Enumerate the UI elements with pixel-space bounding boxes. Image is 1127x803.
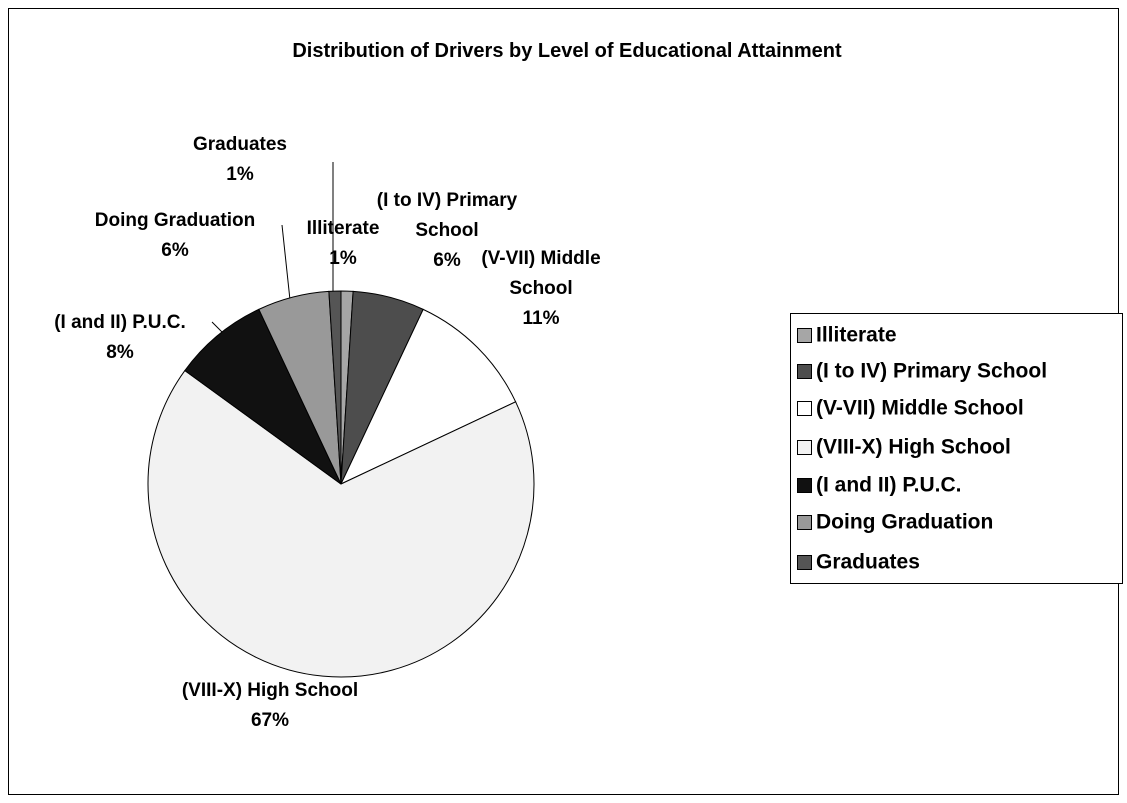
legend-label: Doing Graduation [816, 511, 993, 534]
data-label: (I and II) P.U.C. 8% [20, 308, 220, 368]
data-label-value: 1% [329, 248, 357, 269]
legend-swatch [797, 401, 812, 416]
legend-swatch [797, 440, 812, 455]
data-label-category: Graduates [193, 134, 287, 155]
legend-box [790, 313, 1123, 584]
legend-swatch [797, 364, 812, 379]
data-label-value: 8% [106, 342, 134, 363]
legend-swatch [797, 555, 812, 570]
data-label: Graduates 1% [170, 130, 310, 190]
legend-swatch [797, 515, 812, 530]
legend-label: Illiterate [816, 324, 897, 347]
data-label-category: (VIII-X) High School [181, 680, 359, 701]
legend-label: (VIII-X) High School [816, 436, 1011, 459]
data-label-value: 67% [250, 710, 290, 731]
legend-swatch [797, 478, 812, 493]
pie-slice [184, 308, 342, 485]
pie-slice [328, 290, 342, 485]
legend-swatch [797, 328, 812, 343]
data-label-category: Doing Graduation [94, 210, 256, 231]
data-label: Doing Graduation 6% [60, 206, 290, 266]
legend-label: Graduates [816, 551, 920, 574]
legend-label: (I and II) P.U.C. [816, 474, 961, 497]
data-label-value: 11% [522, 308, 560, 329]
leader-line [281, 224, 291, 301]
data-label-value: 6% [433, 250, 461, 271]
data-label-category: (I to IV) Primary School [376, 190, 518, 241]
data-label-value: 6% [161, 240, 189, 261]
legend-label: (V-VII) Middle School [816, 397, 1024, 420]
legend-label: (I to IV) Primary School [816, 360, 1047, 383]
data-label: (I to IV) Primary School 6% [352, 186, 542, 276]
data-label-category: (V-VII) Middle School [481, 248, 601, 299]
data-label: (V-VII) Middle School 11% [461, 244, 621, 334]
pie-slice [339, 308, 517, 486]
data-label-category: Illiterate [306, 218, 380, 239]
pie-slice [147, 369, 535, 678]
leader-line [211, 321, 223, 333]
data-label-category: (I and II) P.U.C. [54, 312, 186, 333]
chart-title: Distribution of Drivers by Level of Educ… [292, 40, 842, 62]
data-label: (VIII-X) High School 67% [140, 676, 400, 736]
data-label-value: 1% [226, 164, 254, 185]
data-label: Illiterate 1% [283, 214, 403, 274]
